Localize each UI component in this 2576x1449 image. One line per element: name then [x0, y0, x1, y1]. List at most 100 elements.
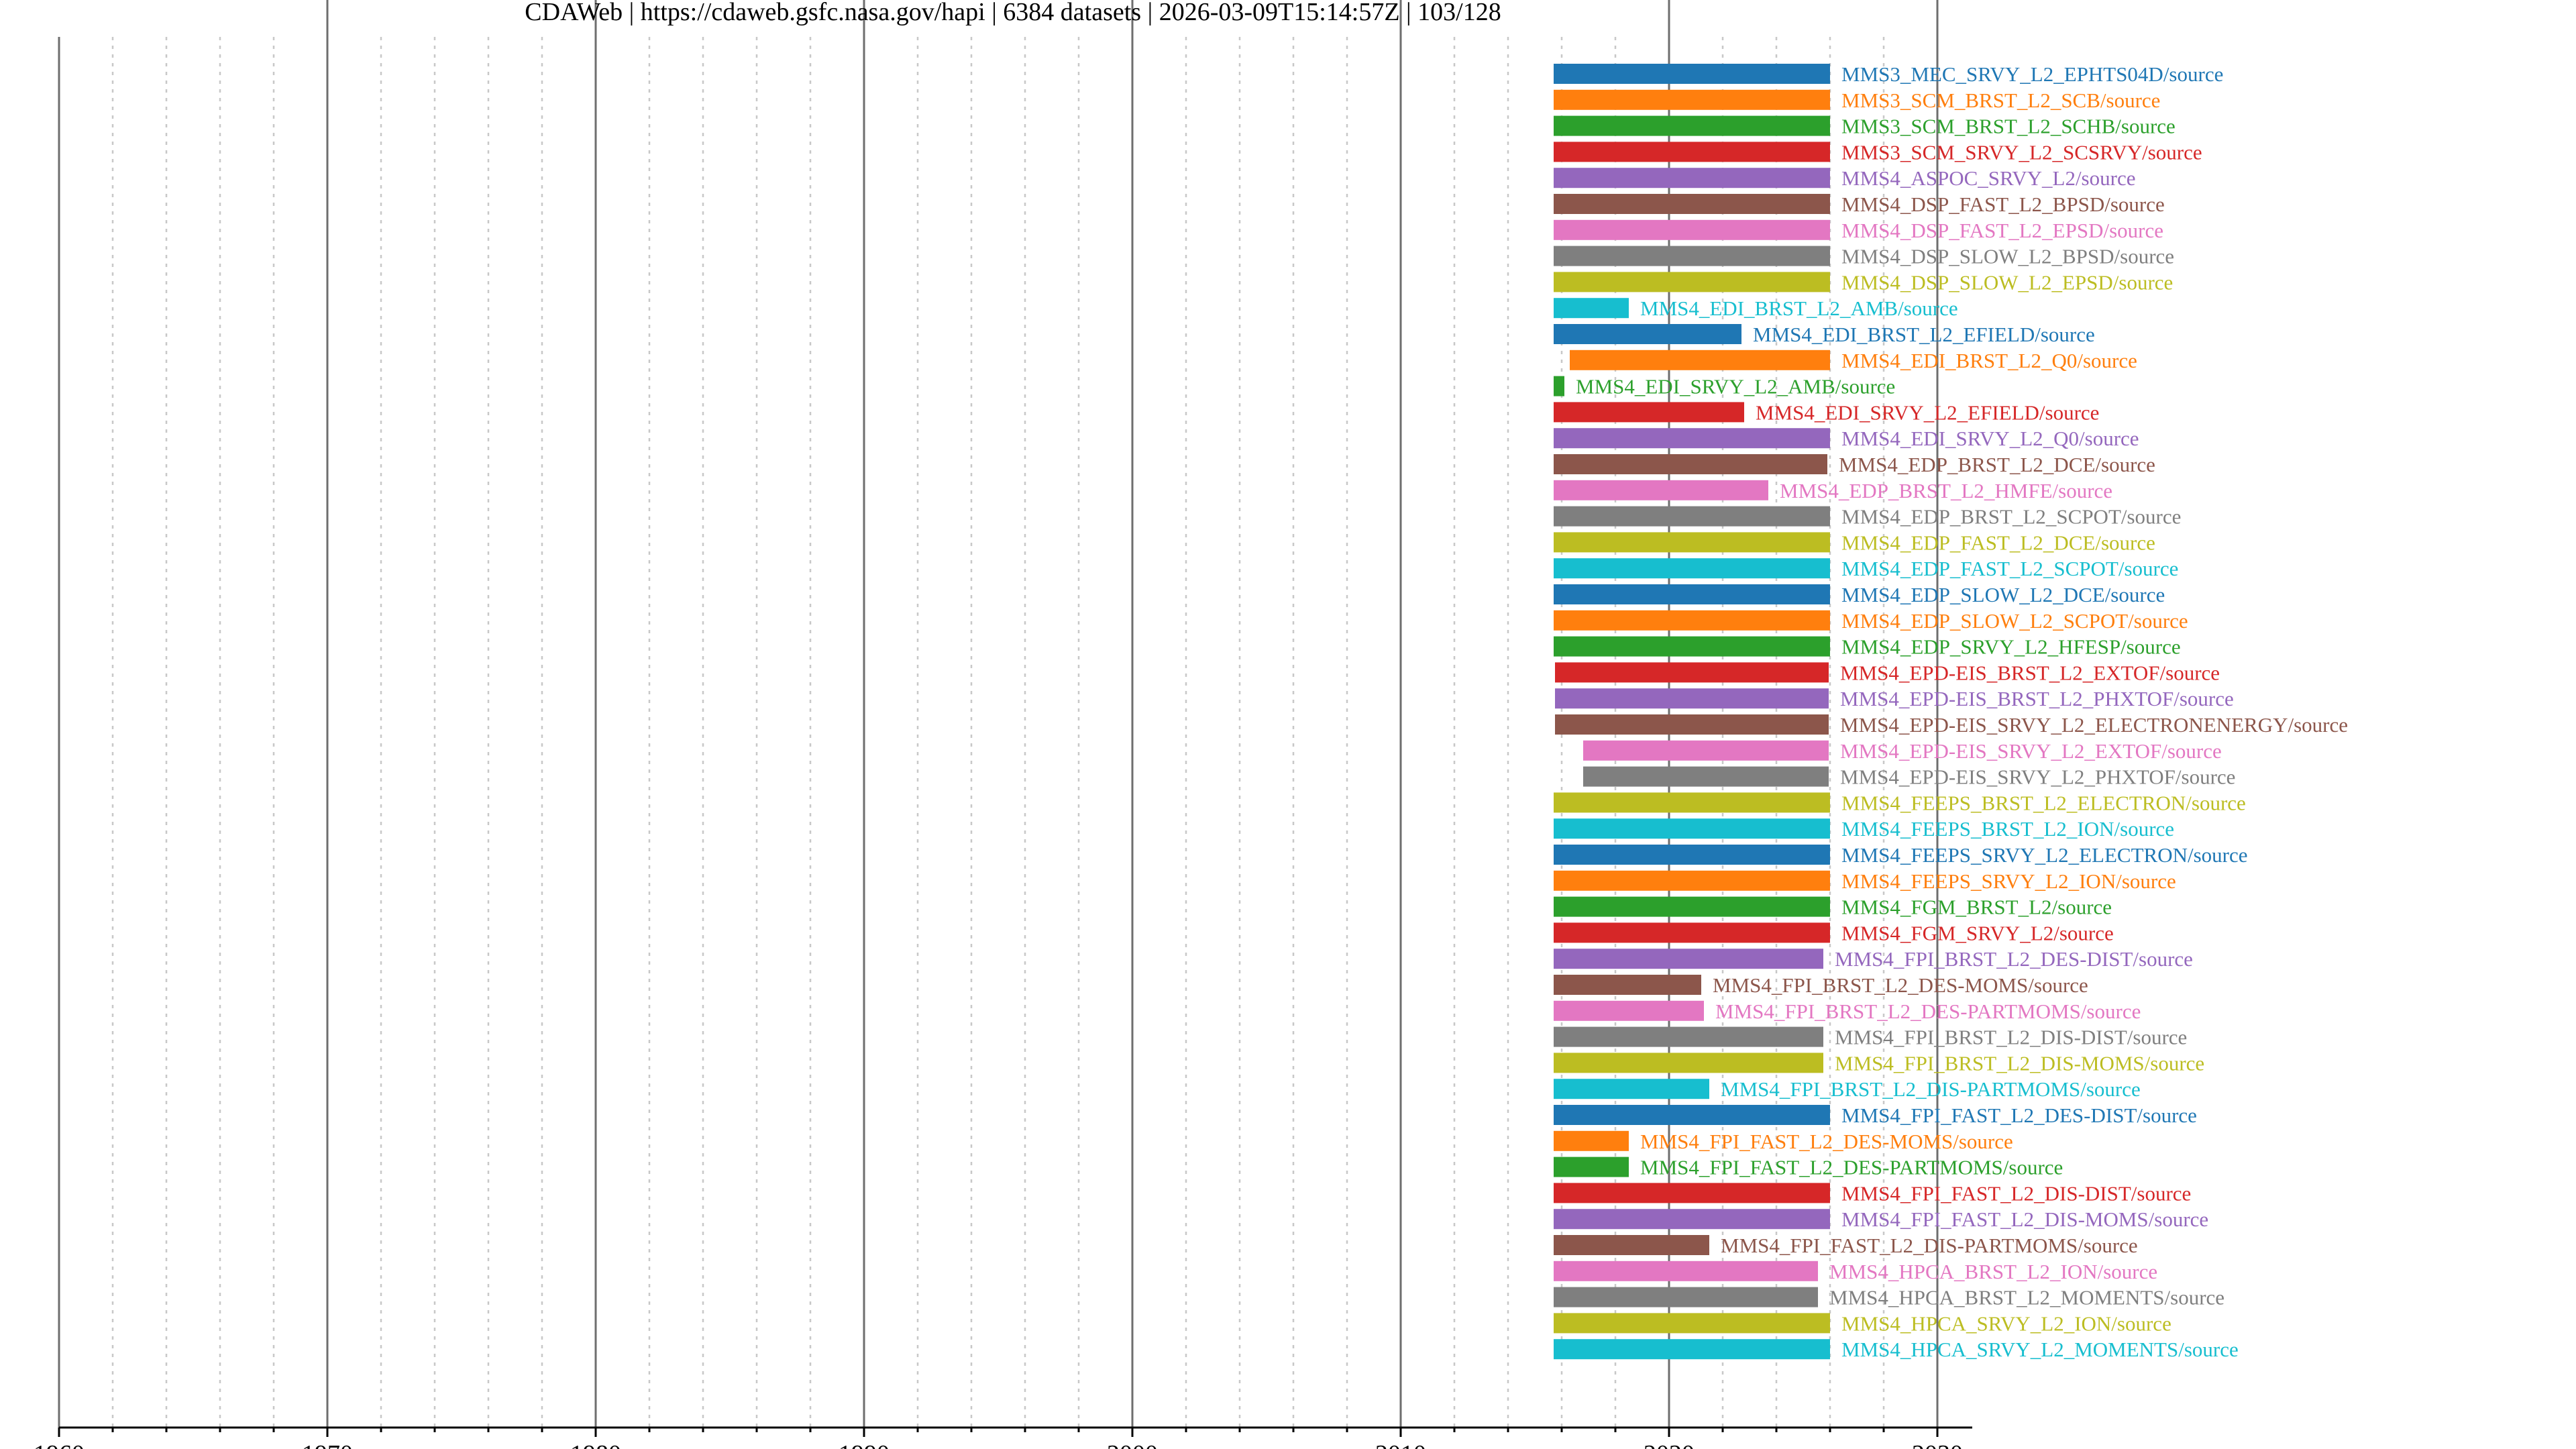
bar-label: MMS4_EPD-EIS_SRVY_L2_PHXTOF/source [1840, 765, 2235, 789]
bar [1554, 845, 1830, 865]
bar-label: MMS3_SCM_SRVY_L2_SCSRVY/source [1841, 140, 2202, 164]
bar [1554, 142, 1830, 162]
bar [1555, 688, 1829, 709]
bar-label: MMS4_FEEPS_SRVY_L2_ION/source [1841, 869, 2176, 893]
x-tick-label: 1970 [302, 1440, 353, 1449]
x-tick-label: 2010 [1375, 1440, 1426, 1449]
chart-title: CDAWeb | https://cdaweb.gsfc.nasa.gov/ha… [525, 0, 1501, 26]
bar [1554, 949, 1823, 969]
bar-label: MMS4_EDI_BRST_L2_AMB/source [1640, 297, 1958, 320]
x-tick-label: 1990 [839, 1440, 890, 1449]
bar-label: MMS4_FPI_FAST_L2_DES-PARTMOMS/source [1640, 1156, 2063, 1179]
bar [1554, 168, 1830, 189]
bar [1554, 1130, 1629, 1151]
bar [1554, 870, 1830, 891]
bar-label: MMS4_DSP_FAST_L2_BPSD/source [1841, 193, 2165, 216]
bar [1554, 922, 1830, 943]
bar [1554, 532, 1830, 553]
bar-label: MMS4_EDP_SRVY_L2_HFESP/source [1841, 635, 2181, 659]
bar-label: MMS4_FPI_FAST_L2_DES-DIST/source [1841, 1104, 2197, 1127]
x-tick-label: 2030 [1912, 1440, 1963, 1449]
bar-label: MMS4_FPI_FAST_L2_DIS-PARTMOMS/source [1721, 1234, 2138, 1257]
bar [1554, 975, 1701, 995]
bar-label: MMS4_EDP_SLOW_L2_DCE/source [1841, 583, 2165, 606]
bar [1554, 1157, 1629, 1177]
bar-label: MMS4_FEEPS_BRST_L2_ELECTRON/source [1841, 791, 2246, 814]
bar [1554, 219, 1830, 240]
bar [1554, 64, 1830, 84]
bar [1555, 662, 1829, 683]
bar [1583, 740, 1829, 761]
bar [1554, 246, 1830, 266]
bar [1554, 1339, 1830, 1360]
bar-label: MMS4_FPI_FAST_L2_DIS-MOMS/source [1841, 1208, 2208, 1231]
bar-label: MMS4_EDP_SLOW_L2_SCPOT/source [1841, 609, 2188, 633]
bar-label: MMS4_DSP_SLOW_L2_BPSD/source [1841, 245, 2174, 268]
bar [1554, 1209, 1830, 1230]
bar [1554, 1053, 1823, 1073]
x-axis: 1960 1970 1980 1990 2000 2010 2020 2030 [34, 1426, 1972, 1449]
bar-label: MMS4_HPCA_BRST_L2_MOMENTS/source [1829, 1286, 2224, 1309]
bar-label: MMS4_ASPOC_SRVY_L2/source [1841, 166, 2135, 190]
bar-label: MMS4_FEEPS_BRST_L2_ION/source [1841, 817, 2174, 841]
bar [1554, 1000, 1704, 1021]
bar [1554, 376, 1564, 396]
bar [1554, 1183, 1830, 1203]
bar-label: MMS4_FPI_BRST_L2_DIS-PARTMOMS/source [1721, 1077, 2141, 1101]
bar-label: MMS3_SCM_BRST_L2_SCHB/source [1841, 115, 2176, 138]
bar-label: MMS4_FPI_BRST_L2_DES-DIST/source [1835, 947, 2193, 971]
bar-label: MMS4_DSP_FAST_L2_EPSD/source [1841, 219, 2163, 242]
bar [1554, 402, 1744, 423]
bar-label: MMS4_EDI_BRST_L2_Q0/source [1841, 349, 2137, 372]
bar [1554, 89, 1830, 110]
bar [1554, 636, 1830, 657]
bar [1555, 714, 1829, 735]
bar-label-layer: MMS3_MEC_SRVY_L2_EPHTS04D/source MMS3_SCM… [1576, 62, 2348, 1361]
bar [1554, 1235, 1709, 1255]
bar [1554, 506, 1830, 527]
bar [1583, 766, 1829, 787]
bar [1554, 115, 1830, 136]
bar [1554, 818, 1830, 839]
bar [1554, 1260, 1818, 1281]
bar-label: MMS4_EDP_FAST_L2_SCPOT/source [1841, 557, 2178, 580]
bar-label: MMS4_EPD-EIS_BRST_L2_PHXTOF/source [1840, 687, 2234, 710]
bar [1554, 272, 1830, 292]
bar [1554, 1105, 1830, 1125]
bar-label: MMS4_FPI_FAST_L2_DIS-DIST/source [1841, 1181, 2191, 1205]
bar-label: MMS4_FGM_BRST_L2/source [1841, 896, 2112, 919]
x-tick-label: 1980 [570, 1440, 621, 1449]
x-tick-label: 2000 [1107, 1440, 1158, 1449]
bar [1554, 194, 1830, 214]
bar [1554, 792, 1830, 813]
bar [1554, 480, 1768, 500]
bar [1554, 610, 1830, 631]
bar-label: MMS4_EDI_SRVY_L2_Q0/source [1841, 427, 2139, 450]
bar-label: MMS4_EDI_BRST_L2_EFIELD/source [1753, 323, 2095, 346]
bar-label: MMS4_FPI_BRST_L2_DES-PARTMOMS/source [1715, 1000, 2141, 1023]
bar-label: MMS4_EDP_BRST_L2_HMFE/source [1780, 479, 2112, 502]
bar-label: MMS4_EDI_SRVY_L2_EFIELD/source [1756, 400, 2099, 424]
bar-label: MMS4_FPI_FAST_L2_DES-MOMS/source [1640, 1130, 2013, 1153]
bar-label: MMS3_MEC_SRVY_L2_EPHTS04D/source [1841, 62, 2223, 86]
x-tick-label: 2020 [1644, 1440, 1695, 1449]
bar [1554, 558, 1830, 579]
x-tick-label: 1960 [34, 1440, 85, 1449]
bar-label: MMS4_HPCA_SRVY_L2_MOMENTS/source [1841, 1338, 2239, 1361]
bar-layer [1554, 64, 1830, 1360]
bar [1554, 896, 1830, 917]
bar-label: MMS4_FGM_SRVY_L2/source [1841, 921, 2114, 945]
bar [1554, 454, 1827, 474]
bar-label: MMS4_EPD-EIS_SRVY_L2_EXTOF/source [1840, 739, 2222, 763]
bar [1570, 350, 1830, 370]
bar-label: MMS4_EDP_FAST_L2_DCE/source [1841, 531, 2155, 554]
bar [1554, 1287, 1818, 1307]
bar-label: MMS4_EPD-EIS_BRST_L2_EXTOF/source [1840, 661, 2220, 684]
bar-label: MMS4_DSP_SLOW_L2_EPSD/source [1841, 270, 2173, 294]
bar [1554, 1313, 1830, 1334]
bar [1554, 324, 1741, 344]
bar-label: MMS4_FEEPS_SRVY_L2_ELECTRON/source [1841, 843, 2248, 867]
bar-label: MMS4_FPI_BRST_L2_DES-MOMS/source [1713, 973, 2088, 997]
bar-label: MMS4_HPCA_BRST_L2_ION/source [1829, 1260, 2157, 1283]
